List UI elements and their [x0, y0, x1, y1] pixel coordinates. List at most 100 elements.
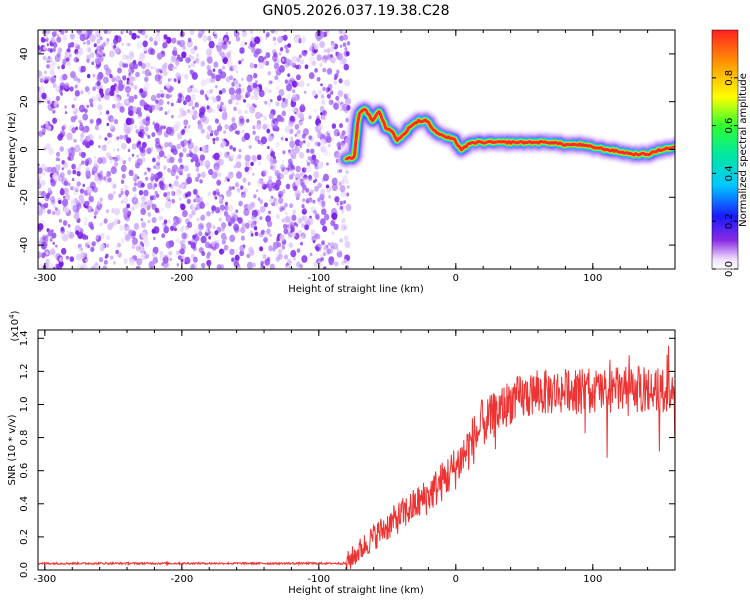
noise-blob: [122, 136, 126, 140]
noise-blob: [235, 93, 242, 101]
noise-blob: [128, 30, 133, 36]
noise-blob: [180, 258, 184, 263]
noise-blob: [199, 104, 203, 108]
noise-blob: [67, 169, 72, 175]
noise-blob: [188, 54, 192, 58]
noise-blob: [194, 113, 199, 119]
noise-blob: [121, 173, 126, 179]
noise-blob: [250, 233, 254, 237]
noise-blob: [84, 86, 90, 93]
noise-blob: [75, 230, 80, 236]
noise-blob: [170, 102, 174, 107]
noise-blob: [40, 241, 48, 250]
noise-blob: [48, 63, 55, 72]
noise-blob: [104, 137, 108, 141]
noise-blob: [289, 115, 295, 122]
noise-blob: [309, 46, 315, 53]
noise-blob: [38, 178, 41, 183]
noise-blob: [266, 220, 273, 228]
noise-blob: [178, 184, 182, 188]
noise-blob: [295, 64, 299, 70]
noise-blob: [325, 184, 330, 189]
noise-blob: [121, 142, 127, 150]
noise-blob: [110, 181, 117, 190]
noise-blob: [71, 104, 75, 109]
noise-blob: [208, 168, 214, 176]
noise-blob: [56, 36, 62, 43]
noise-blob: [191, 87, 196, 93]
noise-blob: [249, 62, 255, 69]
noise-blob: [278, 197, 284, 204]
noise-blob: [221, 239, 226, 245]
noise-blob: [93, 155, 97, 159]
noise-blob: [93, 159, 98, 165]
noise-blob: [173, 227, 177, 232]
noise-blob: [296, 131, 299, 135]
noise-blob: [79, 188, 85, 194]
noise-blob: [40, 206, 46, 214]
noise-blob: [165, 200, 172, 209]
noise-blob: [325, 30, 330, 34]
noise-blob: [296, 57, 301, 63]
noise-blob: [240, 58, 244, 62]
noise-blob: [79, 124, 84, 131]
noise-blob: [117, 148, 120, 152]
noise-blob: [238, 60, 242, 65]
noise-region: [38, 30, 352, 269]
noise-blob: [50, 195, 55, 203]
colorbar-tick-label: 0.8: [724, 70, 735, 86]
noise-blob: [136, 41, 143, 49]
noise-blob: [85, 259, 88, 263]
noise-blob: [170, 190, 175, 196]
noise-blob: [122, 207, 129, 215]
noise-blob: [188, 213, 193, 219]
noise-blob: [287, 43, 291, 48]
noise-blob: [282, 34, 288, 41]
noise-blob: [241, 87, 245, 93]
noise-blob: [308, 174, 312, 180]
noise-blob: [249, 166, 253, 171]
noise-blob: [161, 64, 168, 71]
noise-blob: [182, 144, 185, 148]
noise-blob: [136, 158, 143, 166]
noise-blob: [244, 222, 250, 229]
noise-blob: [218, 196, 223, 201]
noise-blob: [195, 53, 200, 58]
noise-blob: [274, 170, 280, 177]
noise-blob: [199, 179, 203, 184]
noise-blob: [46, 76, 51, 81]
noise-blob: [158, 150, 165, 158]
noise-blob: [268, 135, 273, 142]
noise-blob: [278, 52, 282, 56]
noise-blob: [193, 45, 198, 51]
noise-blob: [98, 57, 102, 62]
noise-blob: [77, 243, 82, 249]
noise-blob: [146, 205, 151, 211]
noise-blob: [306, 161, 311, 167]
noise-blob: [61, 64, 65, 70]
noise-blob: [211, 205, 217, 212]
noise-blob: [167, 167, 171, 173]
noise-blob: [83, 220, 88, 226]
noise-blob: [281, 218, 285, 223]
noise-blob: [221, 249, 225, 253]
noise-blob: [132, 237, 138, 245]
noise-blob: [154, 74, 161, 82]
noise-blob: [62, 124, 67, 130]
noise-blob: [320, 83, 323, 87]
noise-blob: [276, 214, 280, 220]
noise-blob: [339, 238, 343, 243]
noise-blob: [38, 44, 41, 51]
noise-blob: [87, 245, 90, 249]
noise-blob: [166, 93, 170, 99]
noise-blob: [253, 72, 258, 79]
noise-blob: [333, 76, 337, 81]
noise-blob: [168, 183, 172, 187]
noise-blob: [336, 248, 340, 253]
noise-blob: [103, 144, 107, 148]
noise-blob: [96, 38, 101, 44]
noise-blob: [150, 94, 157, 102]
noise-blob: [140, 208, 146, 216]
noise-blob: [157, 210, 161, 214]
noise-blob: [152, 186, 156, 190]
